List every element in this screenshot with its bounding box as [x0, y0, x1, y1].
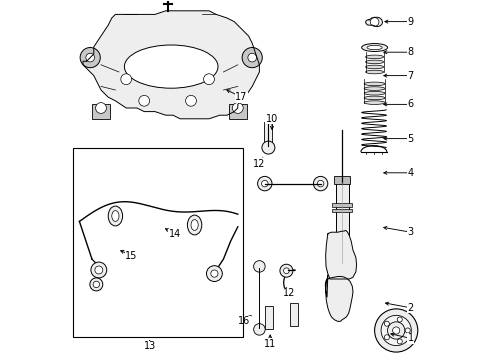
- Circle shape: [262, 141, 275, 154]
- Circle shape: [139, 95, 149, 106]
- Text: 10: 10: [266, 114, 278, 124]
- Polygon shape: [325, 275, 353, 321]
- Text: 1: 1: [408, 333, 414, 343]
- Circle shape: [262, 180, 268, 187]
- Bar: [332, 203, 352, 207]
- Circle shape: [254, 261, 265, 272]
- Bar: [290, 303, 297, 326]
- Ellipse shape: [366, 70, 384, 74]
- Circle shape: [258, 176, 272, 191]
- Text: 5: 5: [408, 134, 414, 144]
- Text: 7: 7: [408, 71, 414, 81]
- Circle shape: [93, 281, 99, 288]
- Circle shape: [80, 48, 100, 68]
- Ellipse shape: [366, 65, 384, 69]
- Ellipse shape: [124, 45, 218, 88]
- Circle shape: [388, 322, 405, 339]
- Text: 6: 6: [408, 99, 414, 109]
- Ellipse shape: [362, 44, 388, 51]
- Circle shape: [284, 268, 289, 274]
- Circle shape: [384, 321, 390, 326]
- Text: 13: 13: [144, 341, 156, 351]
- Circle shape: [91, 262, 107, 278]
- Circle shape: [86, 53, 95, 62]
- Circle shape: [397, 339, 402, 344]
- Circle shape: [397, 317, 402, 322]
- Bar: [92, 104, 110, 119]
- Polygon shape: [326, 230, 357, 279]
- Bar: [229, 104, 247, 119]
- Ellipse shape: [112, 211, 119, 221]
- Ellipse shape: [366, 55, 384, 59]
- Text: 17: 17: [235, 92, 247, 102]
- Polygon shape: [366, 17, 383, 27]
- Circle shape: [280, 264, 293, 277]
- Text: 8: 8: [408, 47, 414, 57]
- Circle shape: [232, 103, 243, 113]
- Circle shape: [121, 74, 132, 85]
- Bar: [73, 148, 243, 337]
- Text: 14: 14: [169, 229, 181, 239]
- Circle shape: [248, 53, 257, 62]
- Circle shape: [384, 335, 390, 340]
- Ellipse shape: [366, 60, 384, 64]
- Ellipse shape: [187, 215, 202, 235]
- Circle shape: [314, 176, 328, 191]
- Circle shape: [211, 270, 218, 277]
- Circle shape: [206, 266, 222, 282]
- Bar: [332, 209, 352, 212]
- Circle shape: [374, 309, 418, 352]
- Circle shape: [186, 95, 196, 106]
- Text: 16: 16: [238, 316, 250, 326]
- Ellipse shape: [364, 101, 385, 104]
- Bar: [265, 306, 273, 329]
- Circle shape: [392, 327, 400, 334]
- Ellipse shape: [367, 45, 382, 50]
- Text: 11: 11: [264, 339, 276, 349]
- Ellipse shape: [108, 206, 122, 226]
- Bar: [336, 182, 349, 263]
- Ellipse shape: [364, 82, 385, 86]
- Circle shape: [381, 315, 411, 346]
- Circle shape: [254, 324, 265, 335]
- Circle shape: [90, 278, 103, 291]
- Text: 12: 12: [283, 288, 295, 298]
- Circle shape: [318, 180, 324, 187]
- Ellipse shape: [364, 87, 385, 90]
- Ellipse shape: [364, 96, 385, 100]
- Circle shape: [95, 266, 103, 274]
- Text: 2: 2: [408, 303, 414, 313]
- Circle shape: [96, 103, 106, 113]
- Text: 4: 4: [408, 168, 414, 178]
- Text: 12: 12: [253, 159, 266, 169]
- Bar: [334, 176, 350, 184]
- Text: 15: 15: [125, 251, 138, 261]
- Circle shape: [242, 48, 262, 68]
- Bar: [265, 122, 272, 146]
- Text: 3: 3: [408, 227, 414, 237]
- Circle shape: [370, 18, 379, 26]
- Circle shape: [405, 328, 410, 333]
- Text: 9: 9: [408, 17, 414, 27]
- Ellipse shape: [364, 91, 385, 95]
- Circle shape: [204, 74, 215, 85]
- Polygon shape: [83, 11, 259, 119]
- Ellipse shape: [191, 220, 198, 230]
